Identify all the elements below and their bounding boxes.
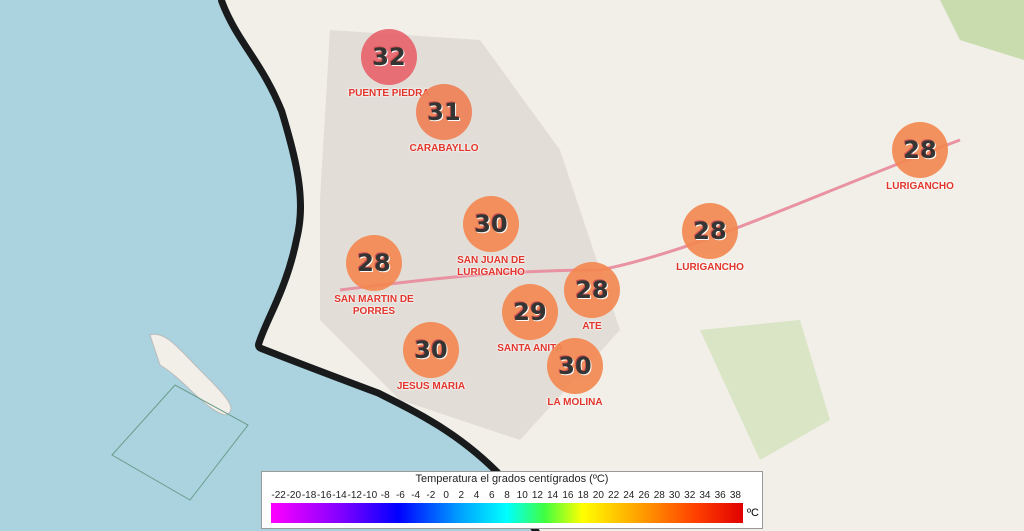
temperature-marker[interactable]: 32 <box>361 29 417 85</box>
legend-tick: 16 <box>562 490 574 501</box>
legend-tick: 2 <box>458 490 465 501</box>
legend-tick: -18 <box>301 490 317 501</box>
temperature-marker[interactable]: 28 <box>892 122 948 178</box>
temperature-marker[interactable]: 30 <box>403 322 459 378</box>
legend-tick: 22 <box>608 490 620 501</box>
legend-tick: 6 <box>488 490 495 501</box>
district-label: LURIGANCHO <box>676 262 744 273</box>
legend-tick: 24 <box>623 490 635 501</box>
legend-tick: -8 <box>380 490 390 501</box>
legend-tick: 26 <box>638 490 650 501</box>
legend-tick: -14 <box>332 490 347 501</box>
legend-tick: 0 <box>443 490 449 501</box>
district-label: SANTA ANITA <box>497 343 563 354</box>
temperature-marker[interactable]: 31 <box>416 84 472 140</box>
legend-tick: 14 <box>547 490 559 501</box>
temperature-marker[interactable]: 28 <box>682 203 738 259</box>
legend-tick: 34 <box>699 490 711 501</box>
legend-tick: 8 <box>504 490 510 501</box>
legend-tick: 38 <box>729 490 741 501</box>
legend-tick: 18 <box>577 490 589 501</box>
legend-tick: -16 <box>317 490 332 501</box>
temperature-marker[interactable]: 28 <box>346 235 402 291</box>
legend-tick: -12 <box>347 490 362 501</box>
temperature-marker[interactable]: 30 <box>547 338 603 394</box>
temperature-marker[interactable]: 30 <box>463 196 519 252</box>
legend-tick: -22 <box>271 490 286 501</box>
legend-unit: ºC <box>747 507 759 519</box>
legend-title: Temperatura el grados centígrados (ºC) <box>415 473 609 485</box>
legend-tick: 10 <box>516 490 528 501</box>
legend-tick: 28 <box>653 490 665 501</box>
color-bar <box>271 503 743 523</box>
legend-tick: 20 <box>592 490 604 501</box>
legend-tick: 30 <box>668 490 681 501</box>
district-label: CARABAYLLO <box>409 143 479 154</box>
legend: Temperatura el grados centígrados (ºC) º… <box>261 471 763 529</box>
temperature-marker[interactable]: 29 <box>502 284 558 340</box>
district-label: PUENTE PIEDRA <box>348 88 430 99</box>
legend-tick: -20 <box>286 490 302 501</box>
district-label: JESUS MARIA <box>396 381 466 392</box>
legend-tick: 32 <box>684 490 696 501</box>
temperature-marker[interactable]: 28 <box>564 262 620 318</box>
district-label: SAN JUAN DE LURIGANCHO <box>457 255 525 278</box>
legend-tick: 36 <box>714 490 726 501</box>
legend-tick: 12 <box>531 490 543 501</box>
legend-tick: -4 <box>411 490 421 501</box>
district-label: ATE <box>582 321 602 332</box>
legend-tick: -2 <box>426 490 436 501</box>
district-label: LURIGANCHO <box>886 181 954 192</box>
district-label: LA MOLINA <box>547 397 603 408</box>
legend-tick: -6 <box>395 490 405 501</box>
district-label: SAN MARTIN DE PORRES <box>334 294 414 317</box>
legend-tick: 4 <box>473 490 480 501</box>
legend-tick: -10 <box>362 490 378 501</box>
